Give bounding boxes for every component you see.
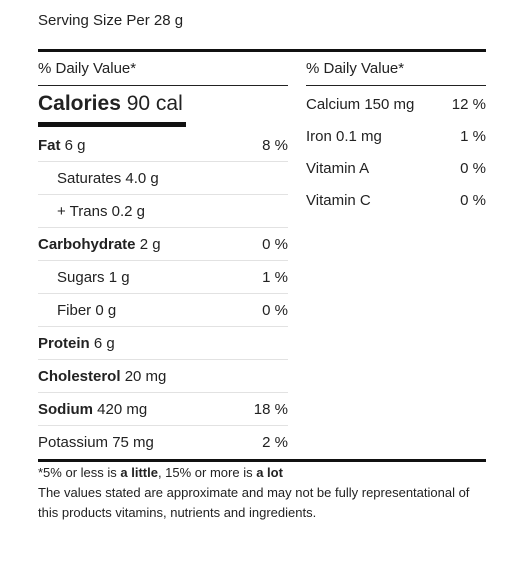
nutrient-row-saturates: Saturates 4.0 g — [38, 162, 288, 195]
nutrients-column: % Daily Value* Calories 90 cal Fat 6 g 8… — [38, 52, 288, 458]
mineral-row-vitamin-a: Vitamin A 0 % — [306, 152, 486, 184]
bottom-divider — [38, 459, 486, 462]
footnote-text: *5% or less is — [38, 465, 121, 480]
nutrient-percent: 2 % — [262, 433, 288, 451]
calories-value: 90 cal — [126, 92, 183, 115]
daily-value-header: % Daily Value* — [306, 52, 486, 86]
nutrient-row-protein: Protein 6 g — [38, 327, 288, 360]
nutrient-name: Carbohydrate 2 g — [38, 236, 161, 253]
nutrient-name: + Trans 0.2 g — [57, 202, 145, 220]
nutrient-row-fat: Fat 6 g 8 % — [38, 129, 288, 162]
nutrient-percent: 0 % — [262, 235, 288, 253]
daily-value-footnote: *5% or less is a little, 15% or more is … — [38, 463, 488, 483]
minerals-column: % Daily Value* Calcium 150 mg 12 % Iron … — [306, 52, 486, 216]
nutrient-percent: 0 % — [262, 301, 288, 319]
mineral-name: Calcium 150 mg — [306, 95, 415, 113]
nutrient-row-carbohydrate: Carbohydrate 2 g 0 % — [38, 228, 288, 261]
mineral-percent: 0 % — [460, 191, 486, 209]
nutrient-name: Cholesterol 20 mg — [38, 368, 166, 385]
nutrient-amount: 420 mg — [97, 400, 148, 418]
nutrient-amount: 2 g — [139, 235, 161, 253]
nutrient-name-bold: Fat — [38, 136, 61, 154]
nutrient-row-trans: + Trans 0.2 g — [38, 195, 288, 228]
nutrient-row-cholesterol: Cholesterol 20 mg — [38, 360, 288, 393]
mineral-name: Vitamin C — [306, 191, 371, 209]
mineral-name: Iron 0.1 mg — [306, 127, 382, 145]
nutrient-row-fiber: Fiber 0 g 0 % — [38, 294, 288, 327]
nutrient-row-sugars: Sugars 1 g 1 % — [38, 261, 288, 294]
nutrient-percent: 8 % — [262, 136, 288, 154]
mineral-percent: 12 % — [451, 95, 486, 113]
nutrient-name: Sodium 420 mg — [38, 401, 147, 418]
nutrient-name: Fiber 0 g — [57, 301, 117, 319]
calories-row: Calories 90 cal — [38, 86, 288, 122]
calories-label: Calories — [38, 92, 121, 115]
nutrient-name-bold: Sodium — [38, 400, 93, 418]
daily-value-header: % Daily Value* — [38, 52, 288, 86]
mineral-percent: 1 % — [460, 127, 486, 145]
nutrient-name-bold: Protein — [38, 334, 90, 352]
nutrient-amount: 6 g — [93, 334, 115, 352]
nutrient-name-bold: Cholesterol — [38, 367, 121, 385]
nutrient-amount: 6 g — [64, 136, 86, 154]
footnote-text: , 15% or more is — [157, 465, 257, 480]
mineral-percent: 0 % — [460, 159, 486, 177]
calories-underline — [38, 122, 186, 127]
footnote-emphasis: a lot — [256, 465, 283, 480]
nutrient-percent: 18 % — [253, 400, 288, 418]
footnote-emphasis: a little — [120, 465, 158, 480]
nutrient-row-sodium: Sodium 420 mg 18 % — [38, 393, 288, 426]
mineral-row-vitamin-c: Vitamin C 0 % — [306, 184, 486, 216]
mineral-row-calcium: Calcium 150 mg 12 % — [306, 88, 486, 120]
footnote: *5% or less is a little, 15% or more is … — [38, 463, 488, 523]
nutrient-row-potassium: Potassium 75 mg 2 % — [38, 426, 288, 458]
nutrient-name: Saturates 4.0 g — [57, 169, 159, 187]
mineral-row-iron: Iron 0.1 mg 1 % — [306, 120, 486, 152]
serving-size: Serving Size Per 28 g — [38, 12, 184, 29]
nutrient-name: Potassium 75 mg — [38, 433, 154, 451]
nutrient-name: Sugars 1 g — [57, 268, 130, 286]
disclaimer-text: The values stated are approximate and ma… — [38, 485, 470, 520]
mineral-name: Vitamin A — [306, 159, 370, 177]
nutrient-name: Protein 6 g — [38, 335, 115, 352]
nutrient-name-bold: Carbohydrate — [38, 235, 136, 253]
top-divider — [38, 49, 486, 52]
nutrient-name: Fat 6 g — [38, 137, 86, 154]
nutrient-amount: 20 mg — [124, 367, 167, 385]
nutrient-percent: 1 % — [262, 268, 288, 286]
